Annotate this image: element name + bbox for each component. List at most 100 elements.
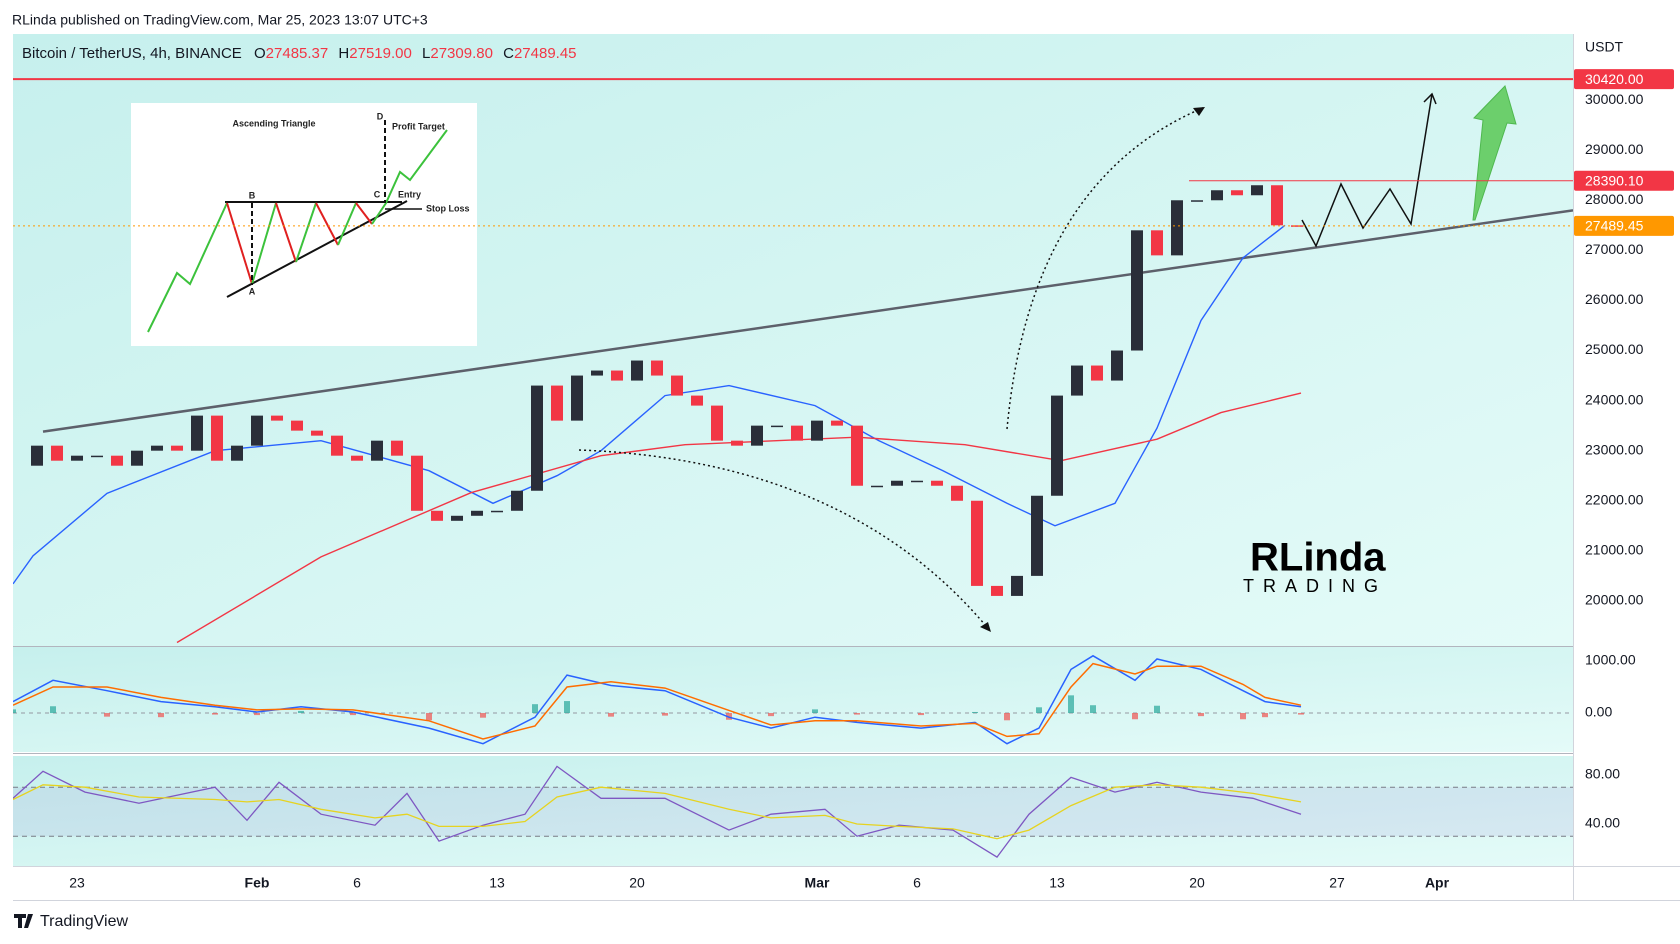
candle-body: [431, 510, 443, 521]
candle-body: [931, 480, 943, 486]
pattern-leg: [295, 202, 317, 263]
rsi-line: [13, 765, 1302, 858]
macd-histogram-bar: [1068, 695, 1074, 714]
candle-body: [131, 450, 143, 466]
macd-histogram-bar: [608, 713, 614, 717]
pattern-leg: [275, 202, 297, 263]
candle-body: [711, 405, 723, 441]
rsi-pane: [13, 756, 1573, 866]
candle-body: [71, 455, 83, 461]
arrow-head: [980, 622, 991, 632]
candle-body: [631, 360, 643, 381]
x-tick-label: 13: [489, 875, 505, 891]
price-level-label: 27489.45: [1585, 218, 1644, 234]
candle-body: [1031, 495, 1043, 576]
rsi-tick-label: 40.00: [1585, 815, 1620, 831]
rsi-plot: [13, 765, 1573, 858]
y-tick-label: 21000.00: [1585, 542, 1644, 558]
candle-body: [671, 375, 683, 396]
macd-histogram-bar: [1004, 713, 1010, 721]
candle-body: [1291, 225, 1303, 227]
candle-body: [1131, 230, 1143, 351]
candle-body: [691, 395, 703, 406]
y-tick-label: 30000.00: [1585, 91, 1644, 107]
candle-body: [751, 425, 763, 446]
y-tick-label: 22000.00: [1585, 491, 1644, 507]
candle-body: [551, 385, 563, 421]
candle-body: [811, 420, 823, 441]
candle-body: [51, 445, 63, 461]
pattern-leg: [147, 202, 228, 333]
pattern-leg: [337, 202, 357, 246]
entry-label: Entry: [398, 189, 421, 199]
candle-body: [871, 485, 883, 488]
macd-histogram-bar: [1154, 705, 1160, 714]
candle-body: [111, 455, 123, 466]
y-tick-label: 27000.00: [1585, 241, 1644, 257]
x-tick-label: 6: [353, 875, 361, 891]
candle-body: [31, 445, 43, 466]
tv-icon: [14, 914, 33, 928]
footer-brand: TradingView: [40, 913, 128, 930]
footer: TradingView: [14, 913, 128, 930]
candle-body: [831, 420, 843, 426]
candle-body: [91, 455, 103, 458]
x-tick-label: 20: [629, 875, 645, 891]
candle-body: [891, 480, 903, 486]
candle-body: [331, 435, 343, 456]
candle-body: [391, 440, 403, 456]
x-tick-label: Mar: [805, 875, 830, 891]
candle-body: [591, 370, 603, 376]
candle-body: [231, 445, 243, 461]
macd-histogram-bar: [1262, 713, 1268, 718]
x-tick-label: 13: [1049, 875, 1065, 891]
candle-body: [1191, 200, 1203, 202]
price-level-label: 28390.10: [1585, 172, 1644, 188]
macd-histogram-bar: [426, 713, 432, 721]
candle-body: [411, 455, 423, 511]
macd-histogram-bar: [104, 713, 110, 717]
candle-body: [471, 510, 483, 516]
price-level-tag: [1574, 170, 1674, 191]
point-label: A: [249, 286, 256, 296]
macd-histogram-bar: [13, 709, 16, 714]
candle-body: [351, 455, 363, 461]
pattern-leg: [355, 202, 373, 225]
publisher-line: RLinda published on TradingView.com, Mar…: [12, 12, 428, 28]
pattern-leg: [371, 129, 448, 225]
candle-body: [991, 585, 1003, 596]
price-level-tag: [1574, 215, 1674, 236]
stop-loss-label: Stop Loss: [426, 203, 470, 213]
candle-body: [571, 375, 583, 421]
candle-body: [511, 490, 523, 511]
macd-histogram-bar: [1090, 705, 1096, 714]
candle-body: [1151, 230, 1163, 256]
macd-histogram-bar: [854, 713, 860, 715]
ohlc-value: 27485.37: [266, 45, 329, 62]
ohlc-value: 27489.45: [514, 45, 577, 62]
pattern-leg: [251, 202, 277, 285]
y-tick-label: 29000.00: [1585, 141, 1644, 157]
inset-background: [131, 103, 477, 346]
macd-histogram-bar: [1298, 713, 1304, 715]
macd-histogram-bar: [1036, 707, 1042, 714]
candle-body: [251, 415, 263, 446]
macd-histogram-bar: [1240, 713, 1246, 720]
x-tick-label: 27: [1329, 875, 1345, 891]
rsi-tick-label: 80.00: [1585, 766, 1620, 782]
candle-body: [311, 430, 323, 436]
candle-body: [731, 440, 743, 446]
candle-body: [1091, 365, 1103, 381]
macd-tick-label: 1000.00: [1585, 652, 1636, 668]
green-target-arrow: [1472, 85, 1517, 221]
macd-pane: [13, 647, 1573, 752]
main-plot: [13, 185, 1573, 644]
logo-name: RLinda: [1250, 536, 1386, 580]
candle-body: [971, 500, 983, 586]
rsi-line: [13, 784, 1302, 840]
ohlc-label: L: [422, 45, 430, 62]
macd-histogram-bar: [480, 713, 486, 718]
x-tick-label: 6: [913, 875, 921, 891]
candle-body: [1051, 395, 1063, 496]
